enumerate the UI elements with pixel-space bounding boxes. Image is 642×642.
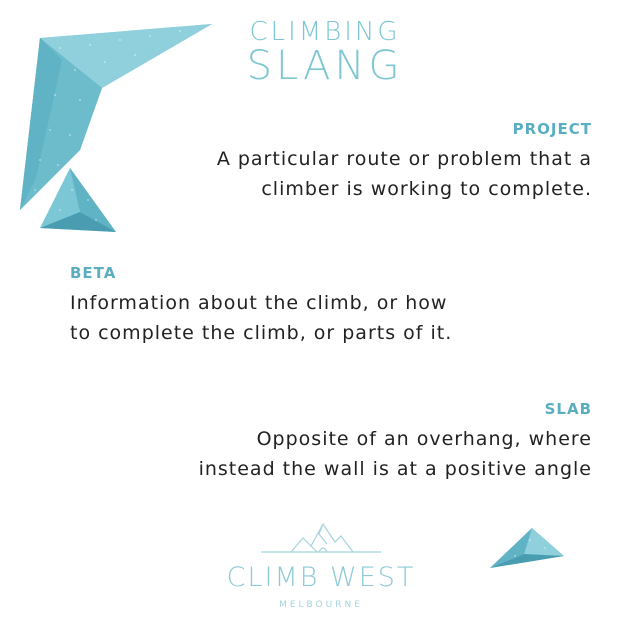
definition-line: A particular route or problem that a (216, 148, 592, 170)
definition-line: climber is working to complete. (261, 178, 592, 200)
triangle-hold-icon (40, 168, 116, 232)
definition-slab: Opposite of an overhang, where instead t… (199, 424, 592, 484)
definition-line: to complete the climb, or parts of it. (70, 322, 453, 344)
term-project: PROJECT (512, 120, 592, 138)
definition-beta: Information about the climb, or how to c… (70, 288, 452, 348)
title-bottom: SLANG (246, 43, 404, 89)
mountain-icon (261, 522, 381, 553)
logo-subtitle: MELBOURNE (279, 600, 363, 610)
triangle-hold-icon (490, 528, 564, 568)
definition-line: Opposite of an overhang, where (256, 428, 592, 450)
term-slab: SLAB (544, 400, 592, 418)
definition-project: A particular route or problem that a cli… (217, 144, 592, 204)
title-top: CLIMBING (249, 17, 401, 47)
logo-name: CLIMB WEST (226, 562, 416, 593)
boomerang-hold-icon (20, 24, 212, 210)
term-beta: BETA (70, 264, 117, 282)
definition-line: instead the wall is at a positive angle (198, 458, 592, 480)
definition-line: Information about the climb, or how (70, 292, 448, 314)
